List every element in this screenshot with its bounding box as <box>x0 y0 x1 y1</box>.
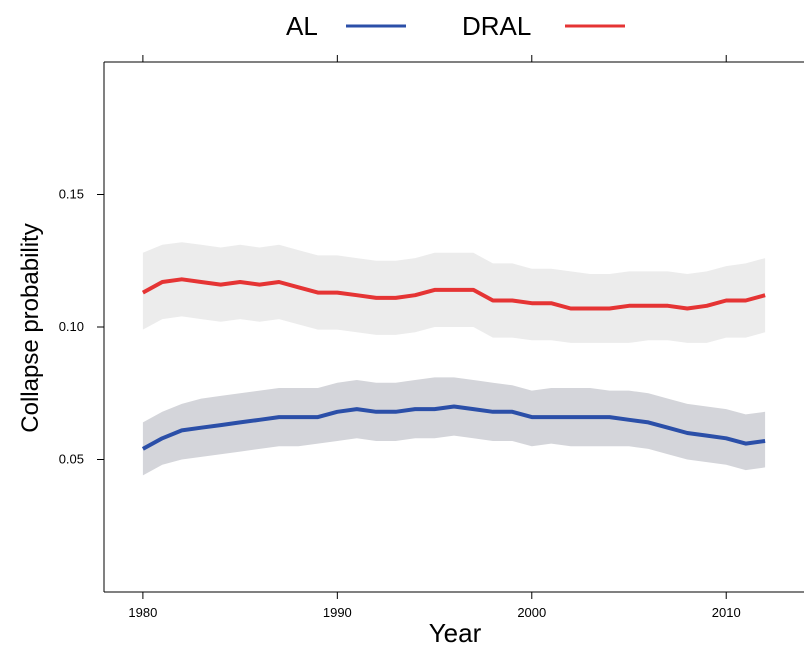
y-tick-label-0.15: 0.15 <box>59 187 84 202</box>
legend: AL DRAL <box>286 11 625 41</box>
y-axis-title: Collapse probability <box>17 223 44 432</box>
x-tick-label-1990: 1990 <box>323 605 352 620</box>
y-tick-label-0.05: 0.05 <box>59 452 84 467</box>
series-line-dral <box>141 277 766 311</box>
series-lines <box>141 277 766 451</box>
x-axis-title: Year <box>429 618 482 648</box>
band-al <box>142 377 766 476</box>
band-dral <box>142 242 766 343</box>
x-tick-label-1980: 1980 <box>128 605 157 620</box>
tick-labels: 1980 1990 2000 2010 0.05 0.10 0.15 <box>59 187 741 621</box>
y-tick-label-0.10: 0.10 <box>59 319 84 334</box>
x-tick-label-2010: 2010 <box>712 605 741 620</box>
confidence-bands <box>142 242 766 476</box>
series-line-al <box>141 404 766 451</box>
legend-label-dral: DRAL <box>462 11 531 41</box>
tick-marks <box>97 55 727 599</box>
x-tick-label-2000: 2000 <box>517 605 546 620</box>
legend-label-al: AL <box>286 11 318 41</box>
